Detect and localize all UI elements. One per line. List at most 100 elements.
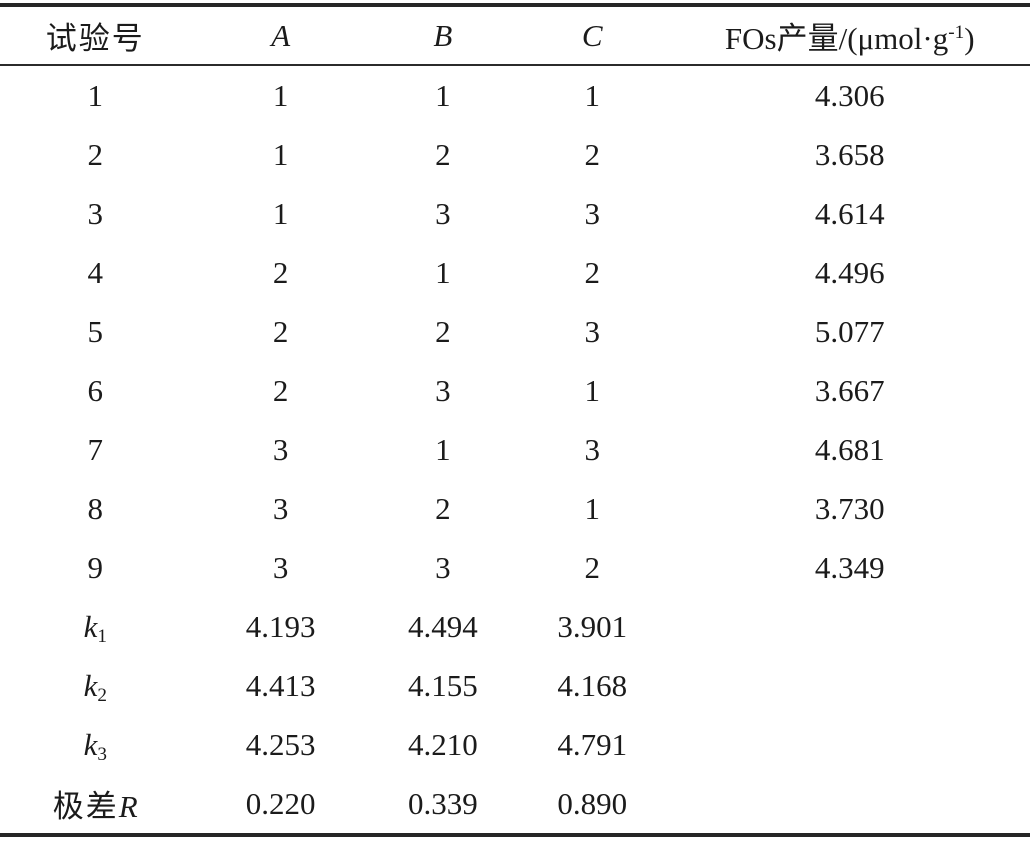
header-row: 试验号 A B C FOs产量/(μmol·g-1) (0, 5, 1030, 66)
cell-yield: 3.667 (814, 372, 885, 408)
header-factor-a: A (190, 5, 371, 66)
cell-c: 2 (584, 549, 600, 585)
cell-b: 3 (435, 549, 451, 585)
table-row: 9 3 3 2 4.349 (0, 538, 1030, 597)
cell-yield: 4.496 (814, 254, 885, 290)
table-row: 8 3 2 1 3.730 (0, 479, 1030, 538)
range-label-prefix: 极差 (52, 789, 119, 824)
k3-row: k3 4.253 4.210 4.791 (0, 715, 1030, 774)
cell-no: 5 (87, 313, 104, 349)
cell-yield: 4.349 (814, 549, 885, 585)
cell-no: 9 (87, 549, 104, 585)
header-fos-yield: FOs产量/(μmol·g-1) (669, 5, 1030, 66)
cell-a: 4.413 (245, 667, 316, 703)
cell-yield: 4.681 (814, 431, 885, 467)
k1-subscript: 1 (97, 625, 107, 647)
k2-subscript: 2 (97, 684, 107, 706)
k3-subscript: 3 (97, 743, 107, 765)
header-factor-b: B (370, 5, 515, 66)
table-header: 试验号 A B C FOs产量/(μmol·g-1) (0, 5, 1030, 66)
cell-b: 2 (435, 313, 451, 349)
cell-c: 1 (584, 77, 600, 113)
cell-b: 4.155 (408, 667, 478, 703)
table-row: 5 2 2 3 5.077 (0, 302, 1030, 361)
k3-label-cell: k3 (0, 715, 191, 774)
cell-a: 2 (272, 254, 289, 290)
cell-yield: 3.658 (814, 136, 885, 172)
cell-b: 4.210 (408, 726, 478, 762)
orthogonal-experiment-table-wrap: 试验号 A B C FOs产量/(μmol·g-1) 1 1 1 1 4.306… (0, 3, 1030, 837)
k1-label-cell: k1 (0, 597, 191, 656)
cell-b: 0.339 (408, 785, 478, 821)
header-fos-yield-pre: FOs产量/(μmol·g (724, 21, 949, 56)
cell-c: 1 (584, 490, 600, 526)
cell-a: 1 (272, 77, 289, 113)
cell-a: 3 (272, 431, 289, 467)
cell-b: 3 (435, 372, 451, 408)
k3-symbol: k (83, 726, 98, 762)
table-row: 2 1 2 2 3.658 (0, 125, 1030, 184)
header-factor-c-label: C (581, 17, 603, 53)
cell-no: 6 (87, 372, 104, 408)
cell-c: 4.791 (557, 726, 628, 762)
cell-c: 3 (584, 313, 600, 349)
cell-yield-empty (669, 656, 1030, 715)
cell-c: 3 (584, 431, 600, 467)
header-experiment-no: 试验号 (0, 5, 191, 66)
cell-c: 3 (584, 195, 600, 231)
header-experiment-no-label: 试验号 (45, 21, 145, 56)
cell-a: 3 (272, 549, 289, 585)
cell-c: 1 (584, 372, 600, 408)
cell-c: 4.168 (557, 667, 628, 703)
table-row: 1 1 1 1 4.306 (0, 65, 1030, 125)
cell-yield: 5.077 (814, 313, 885, 349)
cell-a: 2 (272, 372, 289, 408)
cell-yield: 4.306 (814, 77, 885, 113)
cell-b: 1 (435, 77, 451, 113)
range-row: 极差R 0.220 0.339 0.890 (0, 774, 1030, 835)
orthogonal-experiment-table: 试验号 A B C FOs产量/(μmol·g-1) 1 1 1 1 4.306… (0, 3, 1030, 837)
table-row: 7 3 1 3 4.681 (0, 420, 1030, 479)
cell-yield: 4.614 (814, 195, 885, 231)
table-row: 3 1 3 3 4.614 (0, 184, 1030, 243)
k1-symbol: k (83, 608, 98, 644)
cell-no: 4 (87, 254, 104, 290)
header-fos-yield-post: ) (964, 21, 975, 56)
cell-yield: 3.730 (814, 490, 885, 526)
header-factor-c: C (514, 5, 670, 66)
cell-no: 8 (87, 490, 104, 526)
cell-c: 2 (584, 136, 600, 172)
cell-no: 1 (87, 77, 104, 113)
cell-a: 3 (272, 490, 289, 526)
cell-b: 1 (435, 431, 451, 467)
cell-a: 1 (272, 136, 289, 172)
table-row: 6 2 3 1 3.667 (0, 361, 1030, 420)
k1-row: k1 4.193 4.494 3.901 (0, 597, 1030, 656)
header-factor-a-label: A (271, 17, 291, 53)
cell-no: 3 (87, 195, 104, 231)
cell-a: 4.193 (245, 608, 316, 644)
cell-c: 0.890 (557, 785, 628, 821)
cell-a: 2 (272, 313, 289, 349)
header-fos-yield-sup: -1 (948, 22, 965, 44)
k2-label-cell: k2 (0, 656, 191, 715)
cell-b: 1 (435, 254, 451, 290)
cell-yield-empty (669, 597, 1030, 656)
table-body: 1 1 1 1 4.306 2 1 2 2 3.658 3 1 3 3 4.61… (0, 65, 1030, 835)
header-factor-b-label: B (433, 17, 453, 53)
range-symbol: R (118, 789, 138, 824)
cell-b: 2 (435, 490, 451, 526)
cell-c: 3.901 (557, 608, 628, 644)
cell-b: 4.494 (408, 608, 478, 644)
cell-b: 2 (435, 136, 451, 172)
range-label-cell: 极差R (0, 774, 191, 835)
k2-row: k2 4.413 4.155 4.168 (0, 656, 1030, 715)
cell-b: 3 (435, 195, 451, 231)
cell-no: 7 (87, 431, 104, 467)
cell-c: 2 (584, 254, 600, 290)
cell-a: 1 (272, 195, 289, 231)
cell-yield-empty (669, 715, 1030, 774)
cell-a: 4.253 (245, 726, 316, 762)
cell-no: 2 (87, 136, 104, 172)
cell-a: 0.220 (245, 785, 316, 821)
